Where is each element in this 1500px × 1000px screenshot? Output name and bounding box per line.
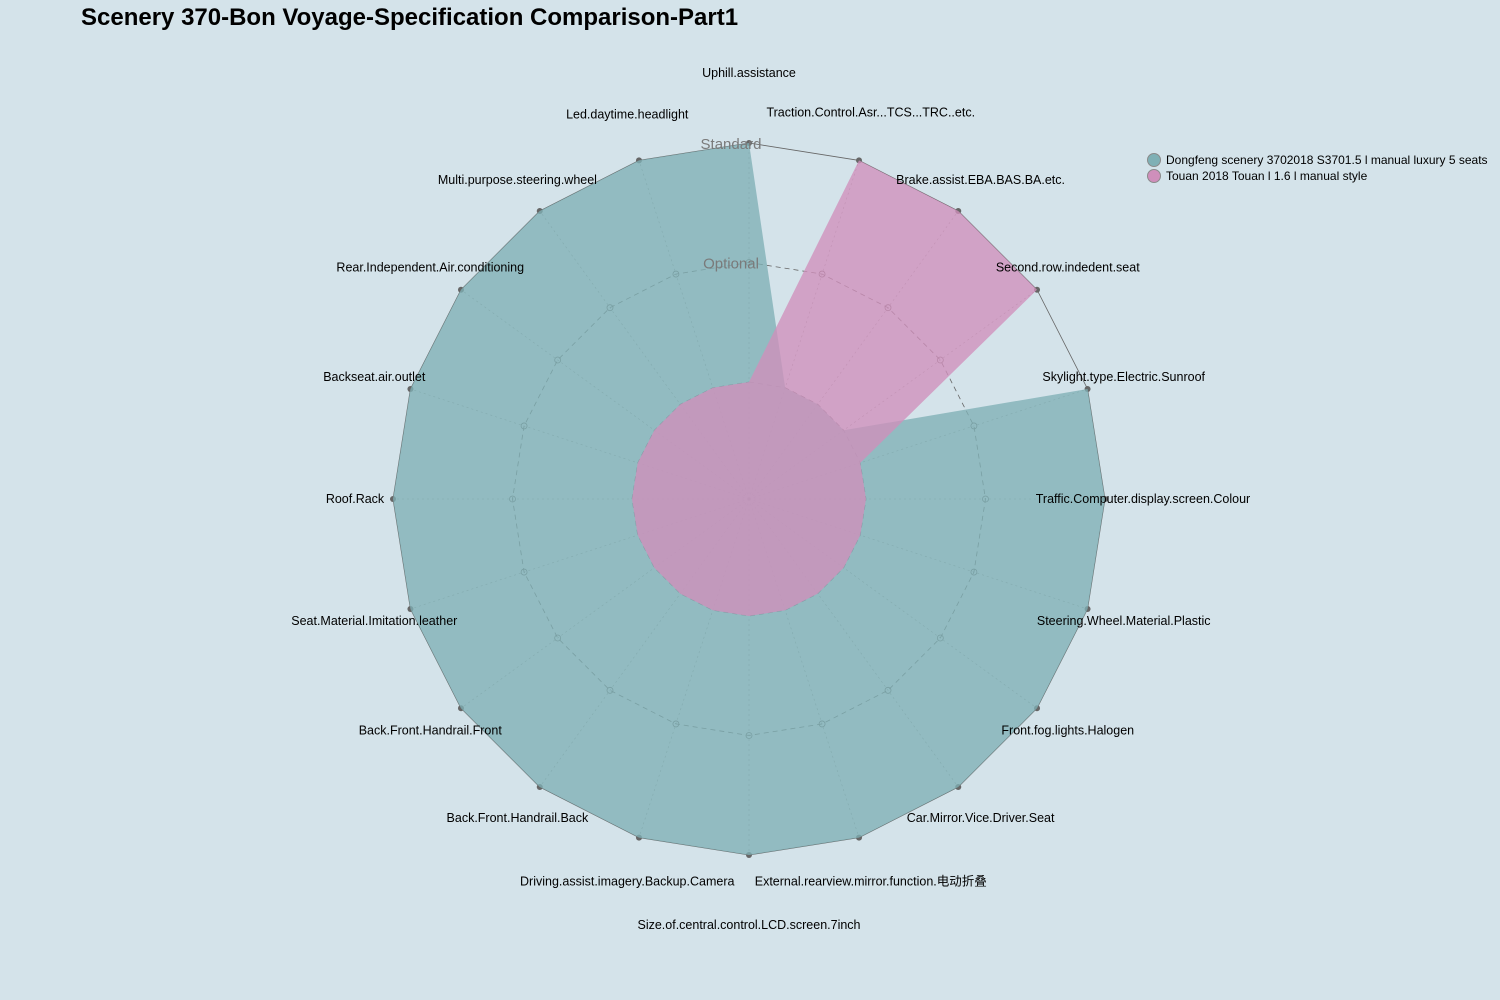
series-2-area bbox=[632, 160, 1038, 616]
axis-label: Skylight.type.Electric.Sunroof bbox=[1042, 370, 1205, 384]
legend-swatch-series-2 bbox=[1147, 169, 1161, 183]
axis-label: Size.of.central.control.LCD.screen.7inch bbox=[637, 918, 860, 932]
level-label: Optional bbox=[703, 256, 759, 273]
radar-series bbox=[392, 142, 1106, 856]
axis-label: External.rearview.mirror.function.电动折叠 bbox=[755, 874, 987, 889]
axis-label: Car.Mirror.Vice.Driver.Seat bbox=[907, 811, 1055, 825]
axis-label: Uphill.assistance bbox=[702, 66, 796, 80]
axis-label: Second.row.indedent.seat bbox=[996, 260, 1140, 274]
axis-label: Traction.Control.Asr...TCS...TRC..etc. bbox=[766, 105, 975, 119]
legend-label-series-2: Touan 2018 Touan l 1.6 l manual style bbox=[1166, 169, 1368, 183]
axis-label: Rear.Independent.Air.conditioning bbox=[336, 260, 524, 274]
legend-label-series-1: Dongfeng scenery 3702018 S3701.5 l manua… bbox=[1166, 153, 1488, 167]
axis-label: Back.Front.Handrail.Front bbox=[359, 724, 503, 738]
legend-item-series-1: Dongfeng scenery 3702018 S3701.5 l manua… bbox=[1146, 152, 1488, 168]
chart-title: Scenery 370-Bon Voyage-Specification Com… bbox=[81, 4, 739, 31]
axis-label: Traffic.Computer.display.screen.Colour bbox=[1036, 492, 1250, 506]
axis-label: Backseat.air.outlet bbox=[323, 370, 426, 384]
axis-labels: Uphill.assistance Traction.Control.Asr...… bbox=[291, 66, 1250, 932]
axis-label: Driving.assist.imagery.Backup.Camera bbox=[520, 875, 734, 889]
legend-swatch-series-1 bbox=[1147, 153, 1161, 167]
legend-item-series-2: Touan 2018 Touan l 1.6 l manual style bbox=[1146, 168, 1488, 184]
axis-label: Back.Front.Handrail.Back bbox=[447, 811, 589, 825]
axis-label: Steering.Wheel.Material.Plastic bbox=[1037, 614, 1211, 628]
axis-label: Brake.assist.EBA.BAS.BA.etc. bbox=[896, 173, 1065, 187]
axis-label: Led.daytime.headlight bbox=[566, 107, 689, 121]
axis-label: Seat.Material.Imitation.leather bbox=[291, 614, 457, 628]
level-labels: Optional Standard bbox=[701, 136, 762, 273]
axis-label: Roof.Rack bbox=[326, 492, 385, 506]
legend: Dongfeng scenery 3702018 S3701.5 l manua… bbox=[1146, 152, 1488, 184]
level-label: Standard bbox=[701, 136, 762, 153]
axis-label: Multi.purpose.steering.wheel bbox=[438, 173, 597, 187]
axis-label: Front.fog.lights.Halogen bbox=[1001, 724, 1134, 738]
